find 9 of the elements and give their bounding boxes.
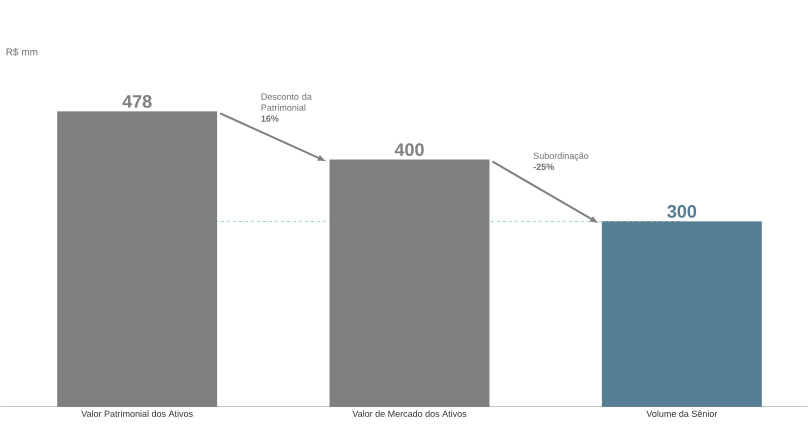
x-tick-label: Volume da Sênior: [646, 410, 718, 418]
annotation: Desconto da Patrimonial 16%: [261, 93, 312, 122]
x-tick-label: Valor Patrimonial dos Ativos: [81, 410, 193, 418]
data-label: 400: [394, 143, 424, 156]
chart-subtitle: R$ mm: [6, 48, 38, 56]
annotation: Subordinação -25%: [534, 152, 588, 170]
data-label: 300: [667, 205, 696, 218]
data-label: 478: [122, 95, 152, 108]
x-tick-label: Valor de Mercado dos Ativos: [352, 410, 466, 418]
